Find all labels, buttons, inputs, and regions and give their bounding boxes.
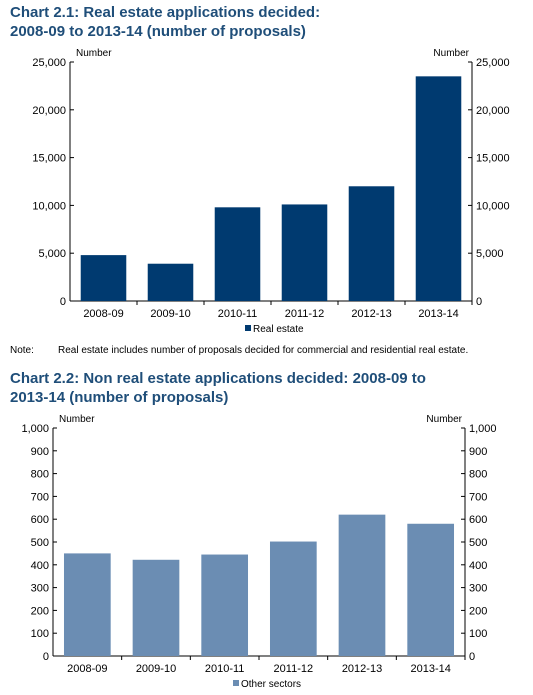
- chart1-right-tick-label: 5,000: [476, 248, 504, 260]
- chart2-left-axis-label: Number: [59, 414, 95, 425]
- chart2-left-tick-label: 300: [31, 583, 49, 595]
- chart2-right-tick-label: 100: [469, 628, 487, 640]
- chart2-bar-2009-10: [132, 559, 180, 656]
- chart2-right-axis-label: Number: [426, 414, 462, 425]
- chart2-right-tick-label: 900: [469, 446, 487, 458]
- chart-2-title: Chart 2.2: Non real estate applications …: [10, 370, 426, 406]
- chart2-right-tick-label: 600: [469, 514, 487, 526]
- chart-1-plot: Number Number 0 0 5,000 5,000 10,000 10,000 15,0…: [32, 48, 510, 335]
- chart2-left-tick-label: 700: [31, 491, 49, 503]
- chart2-right-tick-label: 500: [469, 537, 487, 549]
- chart2-x-tick-label: 2010-11: [205, 663, 245, 675]
- chart2-right-tick-label: 400: [469, 560, 487, 572]
- chart1-x-tick-label: 2013-14: [418, 308, 458, 320]
- chart2-right-tick-label: 300: [469, 583, 487, 595]
- chart2-bar-2012-13: [338, 514, 386, 656]
- chart1-bar-2010-11: [214, 207, 261, 301]
- chart2-x-tick-label: 2008-09: [67, 663, 107, 675]
- chart1-left-tick-label: 5,000: [38, 248, 66, 260]
- chart2-left-tick-label: 1,000: [21, 423, 49, 435]
- chart1-left-axis-label: Number: [76, 48, 112, 59]
- chart1-bar-2013-14: [415, 76, 462, 301]
- chart2-legend-label: Other sectors: [241, 679, 301, 690]
- chart1-bar-2011-12: [281, 204, 328, 301]
- chart1-left-tick-label: 0: [60, 296, 66, 308]
- chart1-bar-2012-13: [348, 186, 395, 301]
- chart2-left-tick-label: 500: [31, 537, 49, 549]
- chart2-x-tick-label: 2012-13: [342, 663, 382, 675]
- chart-2-plot: Number Number 0 0 100 100 200 200 300 300 400 400 50…: [21, 414, 497, 690]
- chart1-left-tick-label: 20,000: [32, 105, 66, 117]
- chart1-left-tick-label: 10,000: [32, 200, 66, 212]
- chart2-right-tick-label: 800: [469, 469, 487, 481]
- chart2-legend-swatch: [233, 680, 239, 686]
- chart2-x-tick-label: 2013-14: [410, 663, 450, 675]
- chart2-left-tick-label: 100: [31, 628, 49, 640]
- chart1-x-tick-label: 2008-09: [83, 308, 123, 320]
- chart2-left-tick-label: 600: [31, 514, 49, 526]
- chart1-right-tick-label: 20,000: [476, 105, 510, 117]
- chart1-legend-label: Real estate: [253, 324, 304, 335]
- chart1-left-tick-label: 25,000: [32, 57, 66, 69]
- chart1-right-tick-label: 10,000: [476, 200, 510, 212]
- chart1-right-tick-label: 15,000: [476, 153, 510, 165]
- chart1-right-tick-label: 25,000: [476, 57, 510, 69]
- chart2-x-tick-label: 2009-10: [136, 663, 176, 675]
- chart2-right-tick-label: 200: [469, 605, 487, 617]
- chart2-right-tick-label: 0: [469, 651, 475, 663]
- chart2-bar-2013-14: [407, 523, 455, 656]
- chart2-right-tick-label: 1,000: [469, 423, 497, 435]
- chart2-x-tick-label: 2011-12: [274, 663, 314, 675]
- chart2-left-tick-label: 200: [31, 605, 49, 617]
- chart2-left-tick-label: 900: [31, 446, 49, 458]
- chart2-bar-2008-09: [63, 553, 111, 656]
- chart1-left-tick-label: 15,000: [32, 153, 66, 165]
- chart1-right-axis-label: Number: [433, 48, 469, 59]
- chart1-bar-2008-09: [80, 255, 127, 301]
- chart1-right-tick-label: 0: [476, 296, 482, 308]
- chart1-x-tick-label: 2011-12: [285, 308, 325, 320]
- chart2-left-tick-label: 400: [31, 560, 49, 572]
- chart2-left-tick-label: 800: [31, 469, 49, 481]
- chart2-left-tick-label: 0: [43, 651, 49, 663]
- chart-1-note: Note: Real estate includes number of prop…: [10, 345, 468, 356]
- chart2-bar-2011-12: [269, 541, 317, 656]
- chart1-x-tick-label: 2009-10: [150, 308, 190, 320]
- chart1-x-tick-label: 2010-11: [218, 308, 258, 320]
- chart2-bar-2010-11: [201, 554, 249, 656]
- note-text: Real estate includes number of proposals…: [58, 345, 469, 356]
- note-label: Note:: [10, 345, 34, 356]
- chart-1-title: Chart 2.1: Real estate applications deci…: [10, 4, 321, 40]
- chart1-legend-swatch: [245, 325, 251, 331]
- chart1-x-tick-label: 2012-13: [351, 308, 391, 320]
- chart1-bar-2009-10: [147, 263, 194, 301]
- chart2-right-tick-label: 700: [469, 491, 487, 503]
